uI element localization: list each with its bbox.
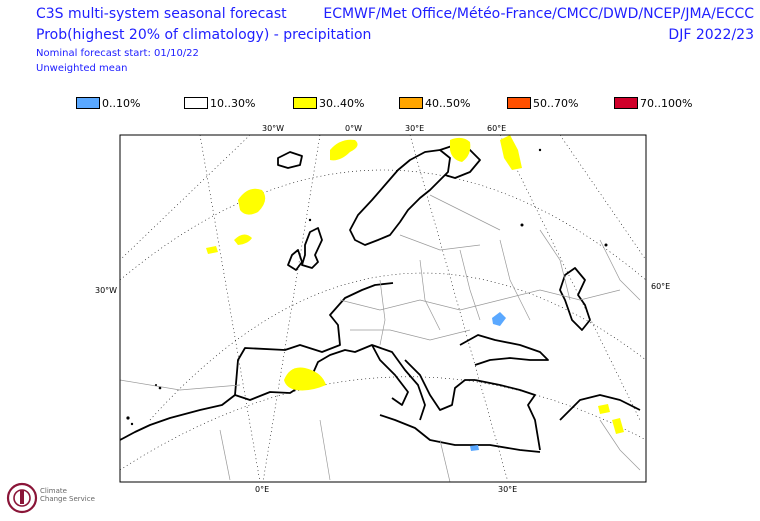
region-arctic-russia — [500, 135, 522, 170]
legend-swatch-2 — [293, 97, 317, 109]
region-iberia — [284, 367, 326, 391]
lon-label-bottom-1: 30°E — [498, 485, 517, 494]
legend-swatch-5 — [614, 97, 638, 109]
legend-swatch-0 — [76, 97, 100, 109]
legend-label-2: 30..40% — [319, 96, 365, 110]
map-frame — [119, 134, 647, 483]
borders — [120, 194, 641, 482]
legend-swatch-3 — [399, 97, 423, 109]
forecast-start: Nominal forecast start: 01/10/22 — [36, 48, 199, 59]
lon-label-top-3: 60°E — [487, 124, 506, 133]
logo-caption: Climate Change Service — [40, 487, 95, 503]
legend-item-2: 30..40% — [293, 96, 364, 110]
legend-item-1: 10..30% — [184, 96, 255, 110]
mean-type: Unweighted mean — [36, 63, 128, 74]
legend-item-3: 40..50% — [399, 96, 470, 110]
lon-label-bottom-0: 0°E — [255, 485, 269, 494]
lon-label-top-1: 0°W — [345, 124, 362, 133]
legend-swatch-1 — [184, 97, 208, 109]
legend-label-0: 0..10% — [102, 96, 141, 110]
legend-label-5: 70..100% — [640, 96, 693, 110]
legend-item-5: 70..100% — [614, 96, 692, 110]
climate-service-logo — [6, 482, 38, 514]
islands — [126, 148, 608, 426]
region-svalbard — [330, 139, 358, 161]
coastlines — [120, 144, 641, 453]
agencies-list: ECMWF/Met Office/Météo-France/CMCC/DWD/N… — [323, 6, 754, 22]
season-label: DJF 2022/23 — [668, 27, 754, 43]
region-azov — [492, 312, 506, 326]
lon-label-top-0: 30°W — [262, 124, 284, 133]
legend-swatch-4 — [507, 97, 531, 109]
region-arabia-1 — [598, 404, 610, 414]
anomaly-shading — [206, 135, 624, 451]
region-atlantic-1 — [238, 188, 266, 215]
legend: 0..10% 10..30% 30..40% 40..50% 50..70% 7… — [0, 96, 760, 112]
legend-label-3: 40..50% — [425, 96, 471, 110]
legend-item-4: 50..70% — [507, 96, 578, 110]
chart-subtitle: Prob(highest 20% of climatology) - preci… — [36, 27, 372, 43]
region-atlantic-2 — [234, 234, 252, 245]
logo-line-2: Change Service — [40, 495, 95, 503]
region-atlantic-3 — [206, 246, 218, 254]
lon-label-top-2: 30°E — [405, 124, 424, 133]
region-kola — [450, 137, 471, 162]
lat-label-right: 60°E — [651, 282, 670, 291]
legend-label-1: 10..30% — [210, 96, 256, 110]
legend-label-4: 50..70% — [533, 96, 579, 110]
chart-title: C3S multi-system seasonal forecast — [36, 6, 287, 22]
region-east-med — [470, 445, 479, 451]
region-arabia-2 — [612, 418, 624, 434]
lat-label-left: 30°W — [95, 286, 117, 295]
legend-item-0: 0..10% — [76, 96, 140, 110]
logo-line-1: Climate — [40, 487, 67, 495]
